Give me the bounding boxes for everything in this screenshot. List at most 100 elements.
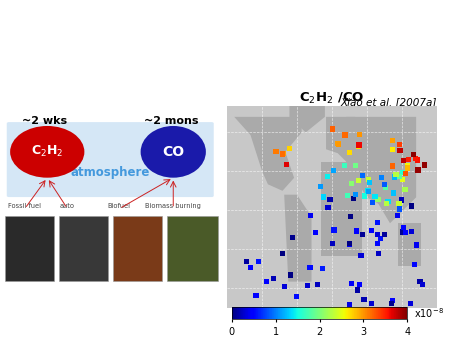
Polygon shape	[326, 117, 355, 165]
Point	[369, 200, 376, 205]
Point	[343, 193, 351, 198]
Point	[348, 180, 356, 186]
Point	[357, 252, 364, 258]
Point	[280, 151, 287, 156]
Point	[356, 142, 363, 148]
Point	[365, 189, 372, 194]
Point	[324, 205, 332, 211]
Point	[396, 173, 403, 179]
Point	[404, 165, 411, 171]
Point	[355, 144, 362, 149]
Point	[396, 206, 403, 212]
Point	[354, 287, 361, 293]
Point	[356, 282, 364, 287]
Point	[394, 213, 401, 219]
Point	[356, 131, 363, 137]
Point	[359, 173, 366, 178]
Point	[374, 241, 381, 246]
Point	[330, 227, 338, 233]
Point	[399, 170, 406, 175]
FancyBboxPatch shape	[166, 216, 218, 281]
Point	[389, 163, 396, 169]
Point	[396, 142, 403, 147]
Point	[400, 158, 407, 164]
Point	[389, 138, 396, 144]
Point	[306, 265, 314, 270]
Point	[272, 149, 279, 154]
Point	[401, 187, 409, 192]
Point	[263, 279, 270, 284]
Point	[352, 228, 360, 234]
Point	[382, 185, 389, 191]
Point	[346, 241, 353, 246]
Point	[419, 282, 426, 287]
Point	[402, 171, 409, 176]
Point	[320, 194, 327, 200]
Point	[412, 156, 419, 162]
Polygon shape	[346, 117, 416, 223]
Point	[361, 193, 368, 199]
Point	[389, 298, 396, 303]
Point	[384, 199, 392, 204]
FancyBboxPatch shape	[4, 216, 54, 281]
Point	[408, 203, 415, 209]
Point	[392, 172, 400, 177]
Point	[317, 184, 324, 189]
Text: Fossil fuel: Fossil fuel	[8, 203, 41, 209]
Text: Atmospheric C$_2$H$_2$ and its relationship with CO as an: Atmospheric C$_2$H$_2$ and its relations…	[9, 18, 441, 37]
Point	[366, 179, 373, 185]
Point	[364, 188, 372, 194]
Point	[279, 251, 286, 257]
Point	[416, 279, 423, 285]
Polygon shape	[289, 102, 325, 132]
Point	[374, 197, 382, 202]
Polygon shape	[284, 195, 311, 282]
Title: C$_2$H$_2$ /CO: C$_2$H$_2$ /CO	[299, 91, 364, 106]
Point	[326, 197, 333, 202]
Text: auto: auto	[60, 203, 75, 209]
Point	[387, 300, 395, 306]
Point	[408, 229, 415, 234]
Point	[281, 284, 288, 289]
Point	[324, 174, 331, 179]
Point	[304, 283, 311, 288]
Point	[286, 146, 293, 151]
Point	[319, 266, 326, 271]
Point	[381, 232, 388, 237]
Point	[292, 293, 300, 299]
Point	[398, 197, 405, 203]
Text: x10$^{-8}$: x10$^{-8}$	[414, 306, 444, 320]
Point	[346, 303, 353, 308]
Point	[359, 232, 366, 237]
Point	[375, 251, 382, 257]
Point	[414, 167, 422, 173]
Ellipse shape	[140, 126, 206, 178]
Point	[330, 167, 337, 173]
Text: Biomass burning: Biomass burning	[145, 203, 201, 209]
Text: indicator of air mass aging: indicator of air mass aging	[114, 54, 336, 69]
Point	[402, 230, 409, 235]
Point	[396, 147, 404, 153]
Point	[411, 262, 418, 268]
Point	[405, 157, 412, 162]
Point	[352, 192, 359, 197]
Text: Biofuel: Biofuel	[108, 203, 131, 209]
FancyBboxPatch shape	[58, 216, 108, 281]
Point	[314, 282, 321, 287]
Polygon shape	[397, 223, 421, 266]
Point	[312, 230, 319, 235]
Point	[400, 225, 407, 231]
Text: Xiao et al. [2007a]: Xiao et al. [2007a]	[340, 98, 436, 107]
Point	[382, 201, 390, 207]
FancyBboxPatch shape	[112, 216, 162, 281]
Point	[389, 147, 396, 152]
Point	[396, 201, 403, 207]
Text: ~2 mons: ~2 mons	[144, 116, 198, 126]
Point	[414, 157, 421, 163]
Point	[270, 276, 278, 281]
Point	[334, 141, 342, 146]
Point	[377, 236, 384, 241]
Point	[346, 150, 353, 155]
Point	[395, 201, 402, 207]
Point	[347, 281, 355, 286]
